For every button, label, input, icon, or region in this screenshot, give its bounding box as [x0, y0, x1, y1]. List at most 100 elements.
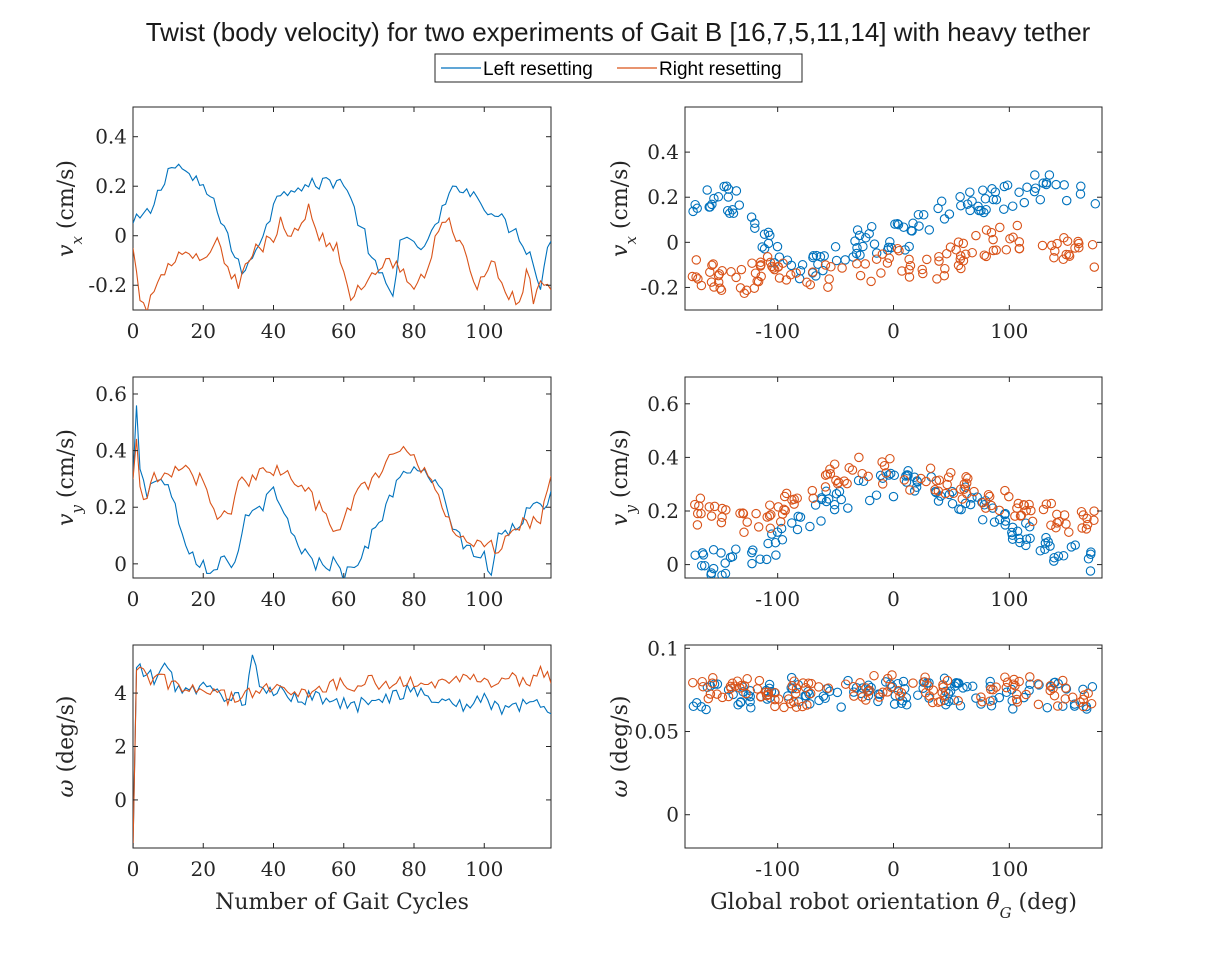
scatter-point [721, 181, 732, 191]
scatter-point [772, 241, 783, 252]
scatter-point [1070, 540, 1080, 550]
scatter-point [790, 688, 801, 699]
scatter-point [965, 499, 976, 510]
scatter-point [708, 259, 718, 269]
scatter-point [831, 489, 842, 499]
scatter-point [1004, 491, 1014, 502]
scatter-point [712, 689, 722, 699]
scatter-point [707, 199, 717, 210]
scatter-point [906, 225, 916, 236]
scatter-point [829, 459, 840, 469]
scatter-point [734, 200, 745, 210]
scatter-point [1064, 527, 1074, 537]
scatter-point [1007, 527, 1017, 538]
scatter-point [1075, 189, 1086, 199]
scatter-point [919, 677, 930, 687]
y-tick-label: 0 [666, 553, 679, 577]
scatter-point [962, 489, 972, 499]
scatter-point [894, 245, 904, 256]
axis-ticks: 0 20 40 60 80 100 0 0.2 0.4 0.6 [95, 377, 551, 611]
scatter-point [979, 207, 989, 218]
scatter-point [994, 505, 1005, 516]
scatter-point [933, 203, 943, 214]
scatter-point [1089, 262, 1100, 272]
scatter-point [977, 515, 988, 525]
scatter-point [991, 682, 1001, 692]
scatter-point [720, 558, 730, 568]
scatter-point [861, 683, 871, 693]
scatter-point [1086, 698, 1097, 709]
scatter-point [977, 696, 988, 707]
scatter-point [967, 247, 977, 258]
scatter-point [747, 558, 757, 569]
scatter-point [739, 527, 749, 538]
scatter-point [1034, 680, 1044, 690]
scatter-point [925, 463, 936, 474]
scatter-point [707, 260, 717, 271]
scatter-point [713, 192, 724, 202]
scatter-point [709, 679, 720, 689]
scatter-point [854, 452, 864, 463]
scatter-point [888, 491, 899, 502]
scatter-point [705, 202, 715, 212]
scatter-point [1087, 682, 1098, 692]
scatter-point [716, 517, 727, 528]
scatter-point [1046, 520, 1056, 530]
legend-label-left-resetting: Left resetting [483, 59, 593, 80]
scatter-point [945, 242, 956, 252]
x-tick-label: 60 [331, 857, 356, 881]
scatter-point [884, 253, 895, 264]
scatter-point [981, 251, 991, 262]
scatter-point [1018, 500, 1029, 510]
plot-data [687, 170, 1101, 299]
scatter-point [808, 251, 819, 261]
y-tick-label: 2 [114, 735, 127, 759]
scatter-point [939, 214, 950, 224]
scatter-point [904, 264, 914, 275]
scatter-point [761, 554, 772, 565]
axis-ticks: -100 0 100 -0.2 0 0.2 0.4 [640, 107, 1102, 343]
scatter-point [904, 254, 914, 265]
scatter-point [903, 466, 913, 476]
scatter-point [930, 485, 940, 495]
scatter-point [905, 260, 916, 271]
scatter-point [958, 256, 969, 266]
scatter-point [857, 692, 868, 702]
scatter-point [873, 696, 883, 707]
scatter-point [820, 470, 831, 480]
scatter-point [708, 563, 719, 574]
scatter-point [723, 184, 734, 194]
scatter-right-resetting [690, 452, 1099, 538]
scatter-point [1009, 674, 1019, 685]
scatter-point [974, 205, 984, 216]
scatter-point [944, 209, 955, 219]
scatter-point [723, 691, 734, 702]
scatter-point [914, 221, 924, 231]
scatter-point [757, 242, 767, 252]
scatter-point [947, 486, 957, 497]
scatter-point [772, 527, 783, 537]
scatter-point [789, 676, 799, 686]
scatter-point [706, 277, 717, 287]
scatter-point [708, 673, 718, 683]
scatter-point [1038, 178, 1048, 188]
scatter-point [955, 192, 965, 202]
scatter-point [1000, 508, 1010, 519]
scatter-point [999, 204, 1009, 214]
scatter-point [1058, 551, 1069, 561]
scatter-point [1073, 236, 1083, 247]
subplot-vy_time: 0 20 40 60 80 100 0 0.2 0.4 0.6 vy (cm/s) [54, 376, 552, 611]
scatter-point [874, 692, 885, 702]
y-tick-label: 4 [114, 681, 127, 705]
scatter-point [1015, 511, 1026, 521]
scatter-point [994, 514, 1005, 525]
scatter-point [985, 681, 996, 692]
y-axis-label: vy (cm/s) [54, 429, 86, 526]
scatter-point [884, 470, 894, 480]
scatter-point [736, 697, 746, 707]
y-tick-label: 0.6 [647, 392, 679, 416]
scatter-point [1061, 195, 1072, 206]
scatter-point [1045, 685, 1055, 696]
scatter-point [709, 282, 719, 292]
subplot-omega_time: 0 20 40 60 80 100 0 2 4 ω (deg/s) Number of Gait C… [54, 644, 552, 915]
